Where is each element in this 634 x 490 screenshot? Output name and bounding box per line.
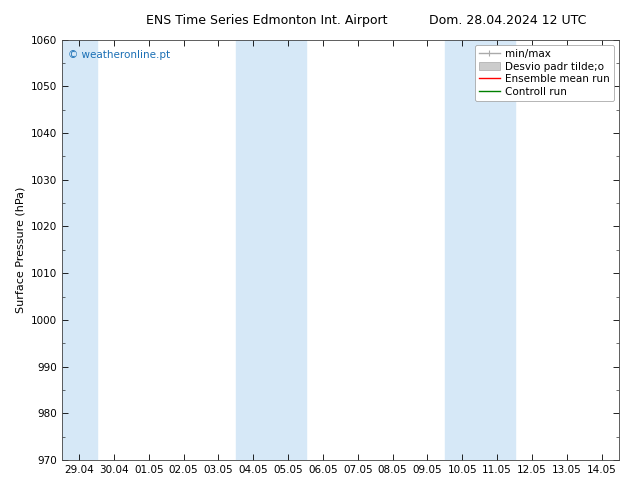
Text: ENS Time Series Edmonton Int. Airport: ENS Time Series Edmonton Int. Airport xyxy=(146,14,387,27)
Bar xyxy=(236,40,306,460)
Text: © weatheronline.pt: © weatheronline.pt xyxy=(68,50,171,60)
Bar xyxy=(61,40,96,460)
Bar xyxy=(445,40,515,460)
Y-axis label: Surface Pressure (hPa): Surface Pressure (hPa) xyxy=(15,187,25,313)
Text: Dom. 28.04.2024 12 UTC: Dom. 28.04.2024 12 UTC xyxy=(429,14,586,27)
Legend: min/max, Desvio padr tilde;o, Ensemble mean run, Controll run: min/max, Desvio padr tilde;o, Ensemble m… xyxy=(475,45,614,101)
